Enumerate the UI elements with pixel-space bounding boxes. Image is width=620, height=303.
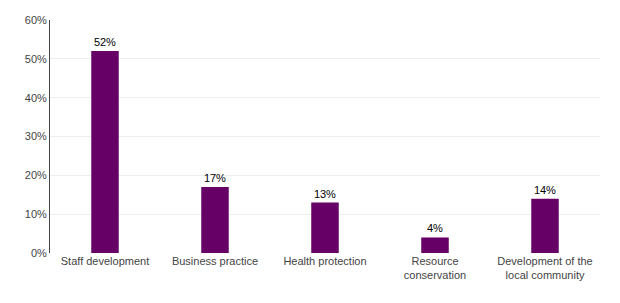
svg-text:40%: 40%: [25, 92, 47, 104]
svg-text:50%: 50%: [25, 53, 47, 65]
svg-text:Staff development: Staff development: [61, 255, 149, 267]
svg-text:Business practice: Business practice: [172, 255, 258, 267]
svg-text:10%: 10%: [25, 208, 47, 220]
svg-text:60%: 60%: [25, 14, 47, 26]
svg-text:17%: 17%: [204, 172, 226, 184]
svg-text:4%: 4%: [427, 222, 443, 234]
svg-text:Development of thelocal commun: Development of thelocal community: [497, 255, 592, 281]
svg-text:0%: 0%: [31, 247, 47, 259]
svg-text:Health protection: Health protection: [283, 255, 366, 267]
svg-text:Resourceconservation: Resourceconservation: [404, 255, 466, 281]
svg-text:20%: 20%: [25, 169, 47, 181]
svg-text:52%: 52%: [94, 36, 116, 48]
svg-text:14%: 14%: [534, 184, 556, 196]
svg-text:13%: 13%: [314, 188, 336, 200]
svg-text:30%: 30%: [25, 130, 47, 142]
